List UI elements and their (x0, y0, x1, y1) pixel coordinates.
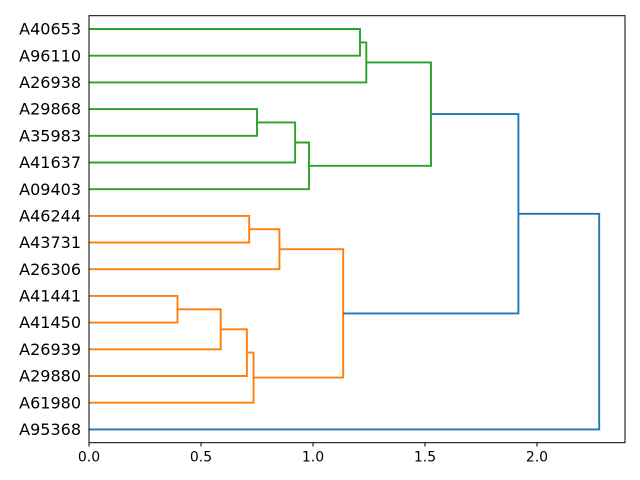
x-tick-label: 1.5 (414, 450, 436, 466)
leaf-label: A26938 (19, 73, 81, 92)
axes-spines (88, 15, 626, 444)
leaf-label: A35983 (19, 126, 81, 145)
leaf-label: A43731 (19, 233, 81, 252)
leaf-label: A09403 (19, 180, 81, 199)
leaf-label: A26306 (19, 260, 81, 279)
leaf-label: A29880 (19, 367, 81, 386)
leaf-label: A40653 (19, 20, 81, 39)
leaf-label: A41637 (19, 153, 81, 172)
x-tick-label: 2.0 (526, 450, 548, 466)
dendrogram-link-n15 (89, 212, 601, 431)
leaf-label: A29868 (19, 100, 81, 119)
x-tick-label: 0.0 (78, 450, 100, 466)
leaf-label: A61980 (19, 393, 81, 412)
x-tick-label: 0.5 (190, 450, 212, 466)
leaf-label: A96110 (19, 46, 81, 65)
leaf-label: A41450 (19, 313, 81, 332)
leaf-label: A41441 (19, 287, 81, 306)
leaf-label: A46244 (19, 207, 81, 226)
leaf-label: A95368 (19, 420, 81, 439)
leaf-label: A26939 (19, 340, 81, 359)
x-tick-label: 1.0 (302, 450, 324, 466)
